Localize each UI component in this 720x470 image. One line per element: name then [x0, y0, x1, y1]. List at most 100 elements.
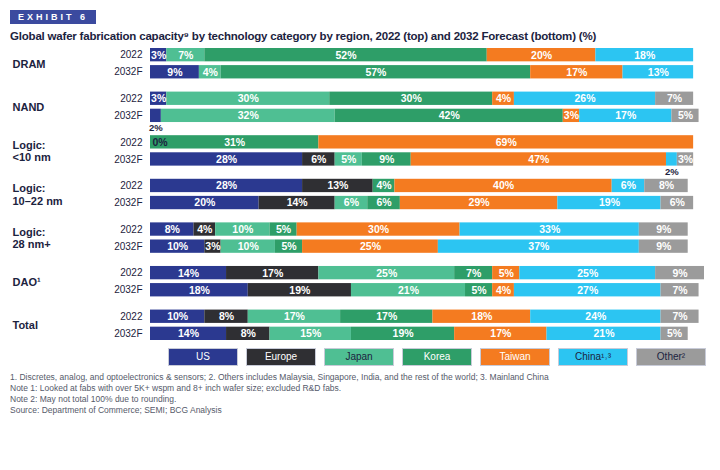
svg-text:9%: 9% — [167, 66, 183, 78]
svg-text:2022: 2022 — [120, 49, 143, 60]
svg-text:3%: 3% — [205, 240, 221, 252]
svg-text:6%: 6% — [376, 196, 392, 208]
svg-text:17%: 17% — [376, 310, 398, 322]
svg-text:NAND: NAND — [13, 101, 45, 113]
svg-text:2032F: 2032F — [114, 66, 142, 77]
svg-text:DAO¹: DAO¹ — [13, 276, 41, 288]
svg-text:8%: 8% — [165, 223, 181, 235]
svg-text:2022: 2022 — [120, 311, 143, 322]
svg-text:24%: 24% — [585, 310, 607, 322]
svg-text:5%: 5% — [276, 223, 292, 235]
svg-text:8%: 8% — [241, 327, 257, 339]
svg-text:5%: 5% — [667, 327, 683, 339]
svg-text:9%: 9% — [379, 153, 395, 165]
svg-text:6%: 6% — [670, 196, 686, 208]
svg-text:2032F: 2032F — [114, 241, 142, 252]
svg-text:29%: 29% — [469, 196, 491, 208]
svg-text:3%: 3% — [564, 109, 580, 121]
svg-text:17%: 17% — [490, 327, 512, 339]
svg-text:42%: 42% — [439, 109, 461, 121]
svg-text:7%: 7% — [466, 267, 482, 279]
svg-text:17%: 17% — [284, 310, 306, 322]
svg-text:2032F: 2032F — [114, 110, 142, 121]
svg-text:14%: 14% — [287, 196, 309, 208]
svg-text:9%: 9% — [656, 223, 672, 235]
svg-text:2032F: 2032F — [114, 284, 142, 295]
svg-text:9%: 9% — [656, 240, 672, 252]
svg-text:18%: 18% — [634, 49, 656, 61]
svg-text:19%: 19% — [393, 327, 415, 339]
svg-text:30%: 30% — [238, 92, 260, 104]
svg-text:2%: 2% — [149, 122, 163, 133]
svg-text:DRAM: DRAM — [13, 58, 46, 70]
svg-text:5%: 5% — [678, 109, 694, 121]
svg-text:17%: 17% — [262, 267, 284, 279]
svg-text:2022: 2022 — [120, 93, 143, 104]
svg-text:10%: 10% — [238, 240, 260, 252]
svg-text:19%: 19% — [599, 196, 621, 208]
svg-text:8%: 8% — [219, 310, 235, 322]
svg-text:27%: 27% — [577, 284, 599, 296]
svg-text:0%: 0% — [153, 136, 169, 148]
svg-text:21%: 21% — [398, 284, 420, 296]
svg-text:8%: 8% — [659, 179, 675, 191]
svg-text:20%: 20% — [194, 196, 216, 208]
svg-text:25%: 25% — [577, 267, 599, 279]
svg-text:47%: 47% — [528, 153, 550, 165]
svg-text:7%: 7% — [667, 92, 683, 104]
svg-text:Logic:<10 nm: Logic:<10 nm — [13, 139, 51, 164]
svg-text:4%: 4% — [203, 66, 219, 78]
svg-text:4%: 4% — [496, 92, 512, 104]
svg-text:19%: 19% — [289, 284, 311, 296]
svg-text:2022: 2022 — [120, 224, 143, 235]
svg-text:21%: 21% — [594, 327, 616, 339]
svg-text:26%: 26% — [575, 92, 597, 104]
svg-text:69%: 69% — [496, 136, 518, 148]
svg-text:6%: 6% — [621, 179, 637, 191]
svg-text:5%: 5% — [281, 240, 297, 252]
svg-text:31%: 31% — [224, 136, 246, 148]
svg-text:4%: 4% — [376, 179, 392, 191]
svg-text:2022: 2022 — [120, 267, 143, 278]
svg-text:13%: 13% — [327, 179, 349, 191]
svg-text:5%: 5% — [472, 284, 488, 296]
svg-text:15%: 15% — [300, 327, 322, 339]
svg-text:30%: 30% — [401, 92, 423, 104]
svg-text:7%: 7% — [178, 49, 194, 61]
svg-text:5%: 5% — [341, 153, 357, 165]
svg-text:3%: 3% — [678, 153, 694, 165]
svg-text:7%: 7% — [672, 284, 688, 296]
svg-text:10%: 10% — [232, 223, 254, 235]
svg-text:57%: 57% — [365, 66, 387, 78]
svg-text:40%: 40% — [493, 179, 515, 191]
svg-text:Logic:10–22 nm: Logic:10–22 nm — [13, 182, 63, 207]
svg-text:18%: 18% — [471, 310, 493, 322]
svg-text:6%: 6% — [344, 196, 360, 208]
svg-text:9%: 9% — [672, 267, 688, 279]
svg-text:14%: 14% — [178, 267, 200, 279]
svg-text:3%: 3% — [151, 92, 167, 104]
svg-text:2032F: 2032F — [114, 328, 142, 339]
svg-text:Logic:28 nm+: Logic:28 nm+ — [13, 226, 51, 251]
svg-text:4%: 4% — [496, 284, 512, 296]
svg-text:37%: 37% — [528, 240, 550, 252]
svg-text:17%: 17% — [566, 66, 588, 78]
svg-text:28%: 28% — [216, 179, 238, 191]
svg-text:52%: 52% — [336, 49, 358, 61]
svg-text:2032F: 2032F — [114, 197, 142, 208]
svg-text:14%: 14% — [178, 327, 200, 339]
svg-text:17%: 17% — [615, 109, 637, 121]
svg-text:Total: Total — [13, 319, 38, 331]
svg-text:2%: 2% — [665, 166, 679, 177]
svg-text:3%: 3% — [151, 49, 167, 61]
svg-text:25%: 25% — [376, 267, 398, 279]
svg-text:13%: 13% — [648, 66, 670, 78]
svg-text:32%: 32% — [238, 109, 260, 121]
svg-text:33%: 33% — [539, 223, 561, 235]
svg-text:5%: 5% — [499, 267, 515, 279]
svg-text:10%: 10% — [167, 310, 189, 322]
svg-text:20%: 20% — [531, 49, 553, 61]
svg-text:2022: 2022 — [120, 137, 143, 148]
svg-text:28%: 28% — [216, 153, 238, 165]
svg-text:10%: 10% — [167, 240, 189, 252]
